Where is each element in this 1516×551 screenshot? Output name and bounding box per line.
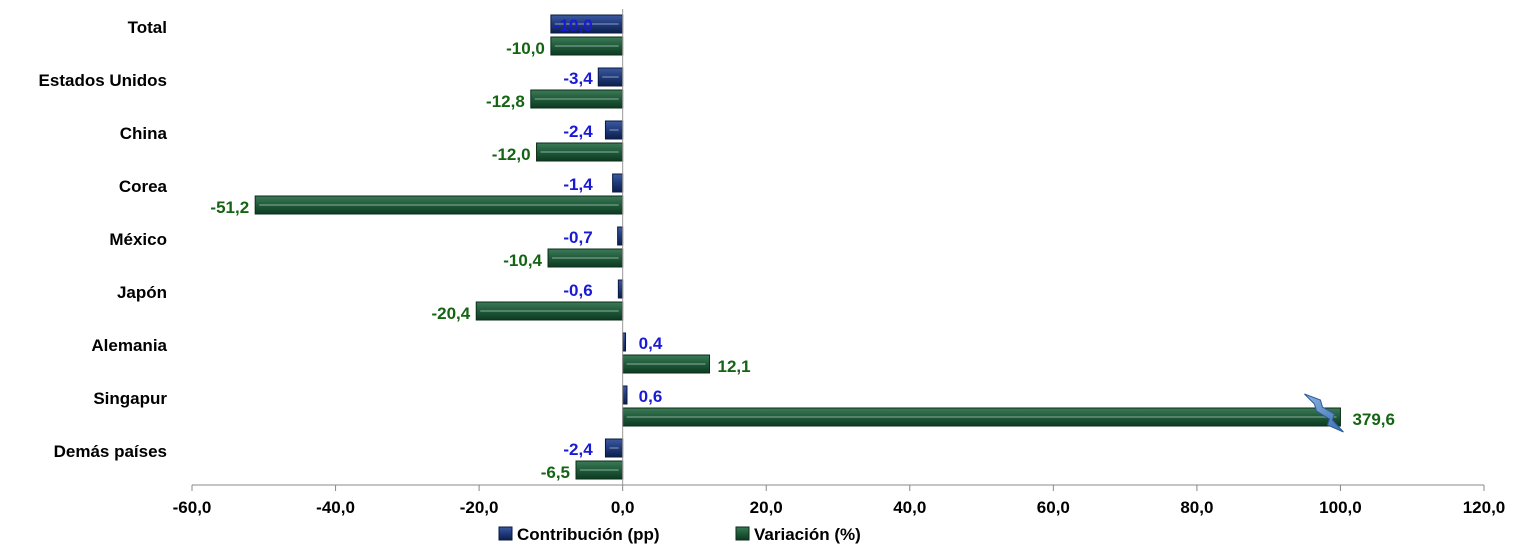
contribution-data-label: 0,6 xyxy=(639,387,663,406)
x-axis: -60,0 -40,0 -20,0 0,0 20,0 40,0 60,0 80,0 100,0 1… xyxy=(173,9,1506,517)
x-tick-label: 120,0 xyxy=(1463,498,1506,517)
category-label: Corea xyxy=(119,177,168,196)
category-label: Japón xyxy=(117,283,167,302)
category-label: Singapur xyxy=(93,389,167,408)
category-labels: Total Estados Unidos China Corea México Japón… xyxy=(39,18,168,461)
category-label: Demás países xyxy=(54,442,167,461)
x-tick-label: 40,0 xyxy=(893,498,926,517)
category-label: México xyxy=(109,230,167,249)
legend: Contribución (pp) Variación (%) xyxy=(498,525,861,544)
contribution-data-label: -1,4 xyxy=(563,175,593,194)
contribution-bar xyxy=(622,385,628,405)
x-tick-label: 0,0 xyxy=(611,498,635,517)
x-tick-label: 60,0 xyxy=(1037,498,1070,517)
x-tick-label: -40,0 xyxy=(316,498,355,517)
x-tick-label: 20,0 xyxy=(750,498,783,517)
variation-data-label: -12,8 xyxy=(486,92,525,111)
x-tick-label: -20,0 xyxy=(460,498,499,517)
x-tick-label: 80,0 xyxy=(1180,498,1213,517)
contribution-data-label: -2,4 xyxy=(563,440,593,459)
variation-data-label: 379,6 xyxy=(1352,410,1395,429)
contribution-data-label: 0,4 xyxy=(639,334,663,353)
variation-data-label: -12,0 xyxy=(492,145,531,164)
variation-data-label: -51,2 xyxy=(210,198,249,217)
variation-data-label: -10,0 xyxy=(506,39,545,58)
data-labels: -10,0 -10,0 -3,4 -12,8 -2,4 -12,0 -1,4 -51,2 -0,… xyxy=(210,16,1395,482)
category-label: Alemania xyxy=(91,336,167,355)
category-label: Estados Unidos xyxy=(39,71,167,90)
legend-swatch-variacion xyxy=(735,526,750,541)
x-tick-label: 100,0 xyxy=(1319,498,1362,517)
axis-break-marker xyxy=(1304,393,1344,433)
contribution-data-label: -3,4 xyxy=(563,69,593,88)
contribution-data-label: -10,0 xyxy=(554,16,593,35)
contribution-data-label: -0,6 xyxy=(563,281,592,300)
variation-data-label: 12,1 xyxy=(718,357,751,376)
category-label: China xyxy=(120,124,168,143)
variation-data-label: -6,5 xyxy=(541,463,570,482)
contribution-bar xyxy=(617,226,624,246)
contribution-bar xyxy=(612,173,624,193)
legend-label-variacion: Variación (%) xyxy=(754,525,861,544)
contribution-data-label: -2,4 xyxy=(563,122,593,141)
legend-swatch-contribucion xyxy=(498,526,513,541)
x-tick-label: -60,0 xyxy=(173,498,212,517)
bars xyxy=(254,14,1344,480)
legend-label-contribucion: Contribución (pp) xyxy=(517,525,660,544)
contribution-bar xyxy=(617,279,624,299)
category-label: Total xyxy=(128,18,167,37)
variation-data-label: -10,4 xyxy=(503,251,542,270)
contribution-data-label: -0,7 xyxy=(563,228,592,247)
variation-data-label: -20,4 xyxy=(431,304,470,323)
